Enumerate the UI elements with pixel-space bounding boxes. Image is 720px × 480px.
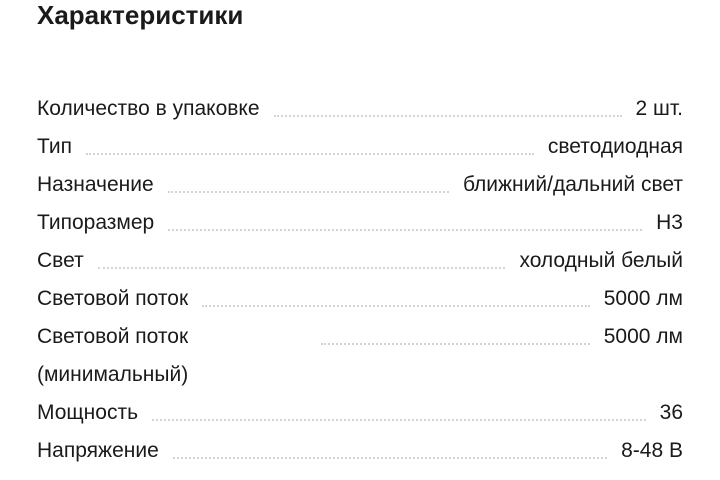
spec-label: Свет (37, 249, 84, 272)
spec-label: Типоразмер (37, 211, 155, 234)
spec-label: Световой поток (минимальный) (37, 325, 189, 386)
spec-value: 8-48 В (621, 439, 683, 462)
dotted-leader (167, 166, 449, 193)
spec-row: Мощность 36 (37, 394, 683, 432)
dotted-leader (202, 280, 590, 307)
spec-value: 36 (659, 401, 683, 424)
spec-label: Световой поток (37, 287, 189, 310)
spec-row: Тип светодиодная (37, 128, 683, 166)
spec-value: 5000 лм (603, 287, 683, 310)
spec-value: 2 шт. (635, 97, 684, 120)
spec-label: Мощность (37, 401, 139, 424)
dotted-leader (168, 204, 643, 231)
spec-row: Количество в упаковке 2 шт. (37, 90, 683, 128)
spec-value: H3 (656, 211, 683, 234)
dotted-leader (97, 242, 506, 269)
spec-row: Световой поток (минимальный) 5000 лм (37, 318, 683, 394)
section-title: Характеристики (37, 0, 244, 30)
spec-row: Свет холодный белый (37, 242, 683, 280)
spec-row: Типоразмер H3 (37, 204, 683, 242)
spec-value: ближний/дальний свет (462, 173, 683, 196)
spec-label: Назначение (37, 173, 154, 196)
spec-list: Количество в упаковке 2 шт. Тип светодиодна… (37, 90, 683, 470)
spec-label: Количество в упаковке (37, 97, 260, 120)
spec-value: 5000 лм (603, 325, 683, 348)
dotted-leader (321, 318, 590, 345)
dotted-leader (86, 128, 534, 155)
dotted-leader (273, 90, 622, 117)
spec-row: Назначение ближний/дальний свет (37, 166, 683, 204)
dotted-leader (152, 394, 646, 421)
spec-label: Напряжение (37, 439, 159, 462)
spec-label: Тип (37, 135, 73, 158)
spec-row: Световой поток 5000 лм (37, 280, 683, 318)
spec-value: светодиодная (547, 135, 683, 158)
spec-value: холодный белый (519, 249, 683, 272)
dotted-leader (172, 432, 608, 459)
spec-row: Напряжение 8-48 В (37, 432, 683, 470)
